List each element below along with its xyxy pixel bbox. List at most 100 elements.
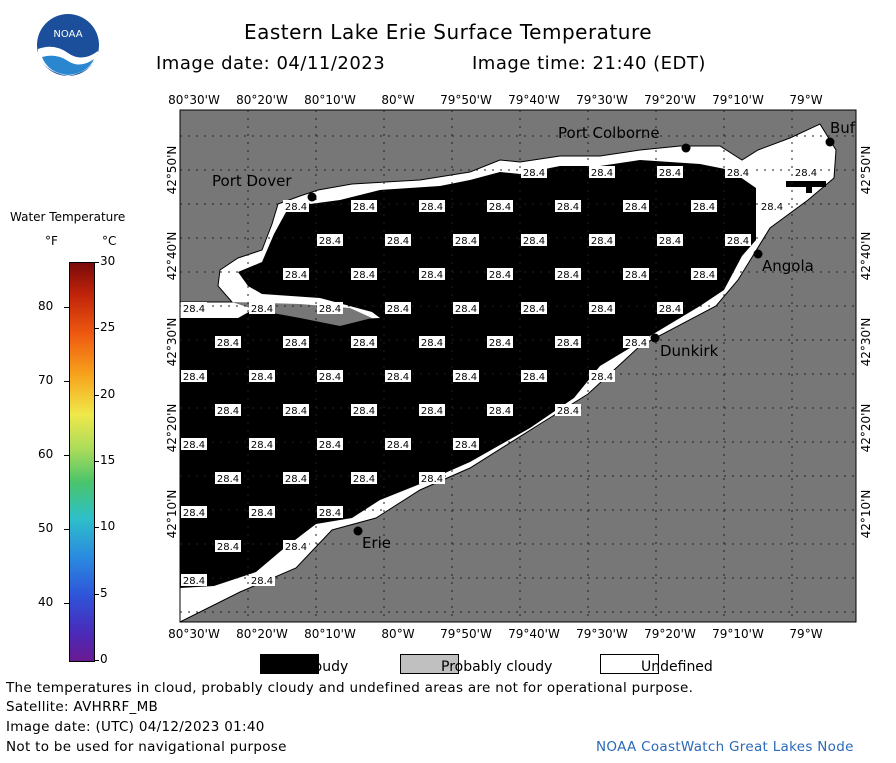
temp-label-bg: [351, 472, 377, 484]
temp-value-label: 28.4: [251, 440, 273, 451]
temp-value-label: 28.4: [217, 542, 239, 553]
tick-mark: [94, 461, 99, 462]
temp-label-bg: [385, 438, 411, 450]
city-marker: [650, 333, 660, 343]
fahrenheit-tick-label: 40: [38, 595, 54, 609]
city-label-erie: Erie: [362, 534, 391, 552]
temp-value-label: 28.4: [285, 270, 307, 281]
city-label-angola: Angola: [762, 257, 814, 275]
legend-cloudy: Cloudy: [300, 659, 349, 675]
colorbar: [69, 262, 95, 662]
undefined-swatch: [600, 654, 659, 674]
temp-value-label: 28.4: [353, 474, 375, 485]
temp-value-label: 28.4: [217, 406, 239, 417]
city-marker: [353, 526, 363, 536]
temp-value-label: 28.4: [489, 270, 511, 281]
bottom-longitude-label: 80°30'W: [168, 627, 220, 641]
temp-label-bg: [623, 268, 649, 280]
celsius-tick-label: 30: [100, 254, 116, 268]
temp-value-label: 28.4: [795, 168, 817, 179]
temp-label-bg: [317, 438, 343, 450]
bottom-longitude-label: 79°W: [789, 627, 822, 641]
temp-value-label: 28.4: [455, 236, 477, 247]
temp-value-label: 28.4: [251, 508, 273, 519]
right-latitude-label: 42°20'N: [859, 404, 873, 453]
celsius-tick-label: 0: [100, 652, 108, 666]
temp-label-bg: [487, 268, 513, 280]
temp-value-label: 28.4: [421, 406, 443, 417]
temp-label-bg: [453, 438, 479, 450]
temp-value-label: 28.4: [319, 440, 341, 451]
temp-label-bg: [351, 200, 377, 212]
temp-label-bg: [181, 438, 207, 450]
temp-value-label: 28.4: [421, 202, 443, 213]
temp-value-label: 28.4: [693, 202, 715, 213]
temp-value-label: 28.4: [523, 236, 545, 247]
temp-label-bg: [181, 370, 207, 382]
tick-mark: [64, 529, 69, 530]
temp-value-label: 28.4: [557, 202, 579, 213]
temp-label-bg: [317, 234, 343, 246]
tick-mark: [64, 381, 69, 382]
city-marker: [753, 249, 763, 259]
temp-value-label: 28.4: [421, 474, 443, 485]
tick-mark: [64, 603, 69, 604]
map-title: Eastern Lake Erie Surface Temperature: [243, 20, 653, 44]
temp-label-bg: [249, 370, 275, 382]
temp-label-bg: [419, 200, 445, 212]
tick-mark: [94, 394, 99, 396]
temp-value-label: 28.4: [285, 406, 307, 417]
right-latitude-label: 42°30'N: [859, 318, 873, 367]
image-date: Image date: 04/11/2023: [156, 53, 386, 74]
temp-label-bg: [351, 404, 377, 416]
temp-label-bg: [691, 268, 717, 280]
temp-label-bg: [249, 438, 275, 450]
temp-label-bg: [351, 336, 377, 348]
temp-label-bg: [521, 234, 547, 246]
temp-label-bg: [589, 166, 615, 178]
footer-satellite: Satellite: AVHRRF_MB: [6, 699, 159, 715]
temp-label-bg: [589, 302, 615, 314]
cloudy-swatch: [260, 654, 319, 674]
temp-value-label: 28.4: [625, 270, 647, 281]
temp-label-bg: [215, 404, 241, 416]
temp-value-label: 28.4: [523, 372, 545, 383]
celsius-tick-label: 15: [100, 453, 116, 467]
temp-value-label: 28.4: [183, 372, 205, 383]
tick-mark: [64, 455, 69, 456]
temp-label-bg: [555, 404, 581, 416]
temp-label-bg: [725, 166, 751, 178]
top-longitude-label: 80°W: [381, 93, 414, 107]
temp-label-bg: [725, 234, 751, 246]
temp-value-label: 28.4: [557, 406, 579, 417]
temp-value-label: 28.4: [217, 474, 239, 485]
temp-value-label: 28.4: [693, 270, 715, 281]
top-longitude-label: 79°50'W: [440, 93, 492, 107]
right-latitude-label: 42°50'N: [859, 146, 873, 195]
temp-value-label: 28.4: [353, 406, 375, 417]
temp-label-bg: [283, 268, 309, 280]
temp-label-bg: [555, 200, 581, 212]
temp-value-label: 28.4: [591, 168, 613, 179]
svg-text:NOAA: NOAA: [53, 29, 82, 40]
city-label-buffalo: Buf: [830, 119, 856, 137]
top-longitude-label: 79°W: [789, 93, 822, 107]
tick-mark: [94, 328, 99, 330]
left-latitude-label: 42°40'N: [165, 232, 179, 281]
temp-label-bg: [249, 574, 275, 586]
left-latitude-label: 42°20'N: [165, 404, 179, 453]
legend-undefined: Undefined: [641, 659, 713, 675]
temp-label-bg: [759, 200, 785, 212]
temp-value-label: 28.4: [387, 372, 409, 383]
unit-fahrenheit: °F: [45, 234, 58, 248]
temp-label-bg: [419, 472, 445, 484]
temp-value-label: 28.4: [489, 406, 511, 417]
temp-label-bg: [623, 336, 649, 348]
bottom-longitude-label: 79°40'W: [508, 627, 560, 641]
temp-value-label: 28.4: [761, 202, 783, 213]
temp-value-label: 28.4: [285, 202, 307, 213]
city-label-port-dover: Port Dover: [212, 172, 292, 190]
city-label-port-colborne: Port Colborne: [558, 124, 660, 142]
left-latitude-label: 42°10'N: [165, 490, 179, 539]
